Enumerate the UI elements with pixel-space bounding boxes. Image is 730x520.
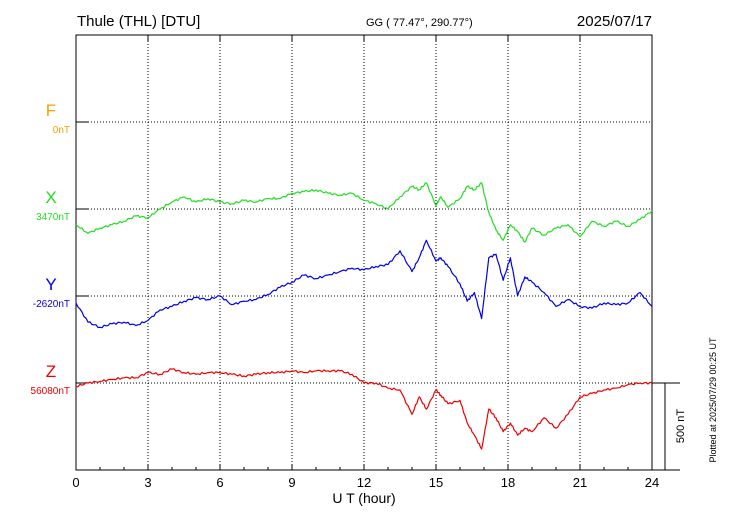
x-tick-label: 0: [72, 475, 79, 490]
series-lines: [75, 182, 653, 450]
x-tick-label: 3: [144, 475, 151, 490]
date-label: 2025/07/17: [577, 13, 652, 30]
x-tick-label: 15: [429, 475, 443, 490]
station-title: Thule (THL) [DTU]: [77, 13, 200, 30]
grid: [76, 35, 652, 470]
plotted-at-note: Plotted at 2025/07/29 00:25 UT: [708, 337, 718, 463]
x-tick-label: 24: [645, 475, 659, 490]
series-labels: F 0nT X 3470nT Y -2620nT Z 56080nT: [31, 101, 70, 397]
series-baseline-z: 56080nT: [31, 386, 70, 397]
series-name-x: X: [45, 188, 56, 207]
scale-bar: 500 nT: [652, 382, 687, 471]
series-baseline-x: 3470nT: [36, 212, 70, 223]
series-name-y: Y: [45, 275, 56, 294]
x-tick-label: 9: [288, 475, 295, 490]
x-tick-label: 21: [573, 475, 587, 490]
scale-bar-label: 500 nT: [675, 409, 687, 444]
x-axis-title: U T (hour): [332, 490, 395, 506]
series-line-z: [75, 368, 653, 450]
series-baseline-y: -2620nT: [33, 299, 70, 310]
series-line-y: [75, 239, 653, 329]
x-tick-label: 12: [357, 475, 371, 490]
series-line-x: [75, 182, 653, 243]
series-name-z: Z: [46, 362, 56, 381]
x-tick-label: 18: [501, 475, 515, 490]
axis-ticks: 0 3 6 9 12 15 18 21 24: [72, 35, 659, 490]
series-name-f: F: [46, 101, 56, 120]
series-baseline-f: 0nT: [53, 125, 70, 136]
coordinates-label: GG ( 77.47°, 290.77°): [366, 17, 473, 29]
x-tick-label: 6: [216, 475, 223, 490]
